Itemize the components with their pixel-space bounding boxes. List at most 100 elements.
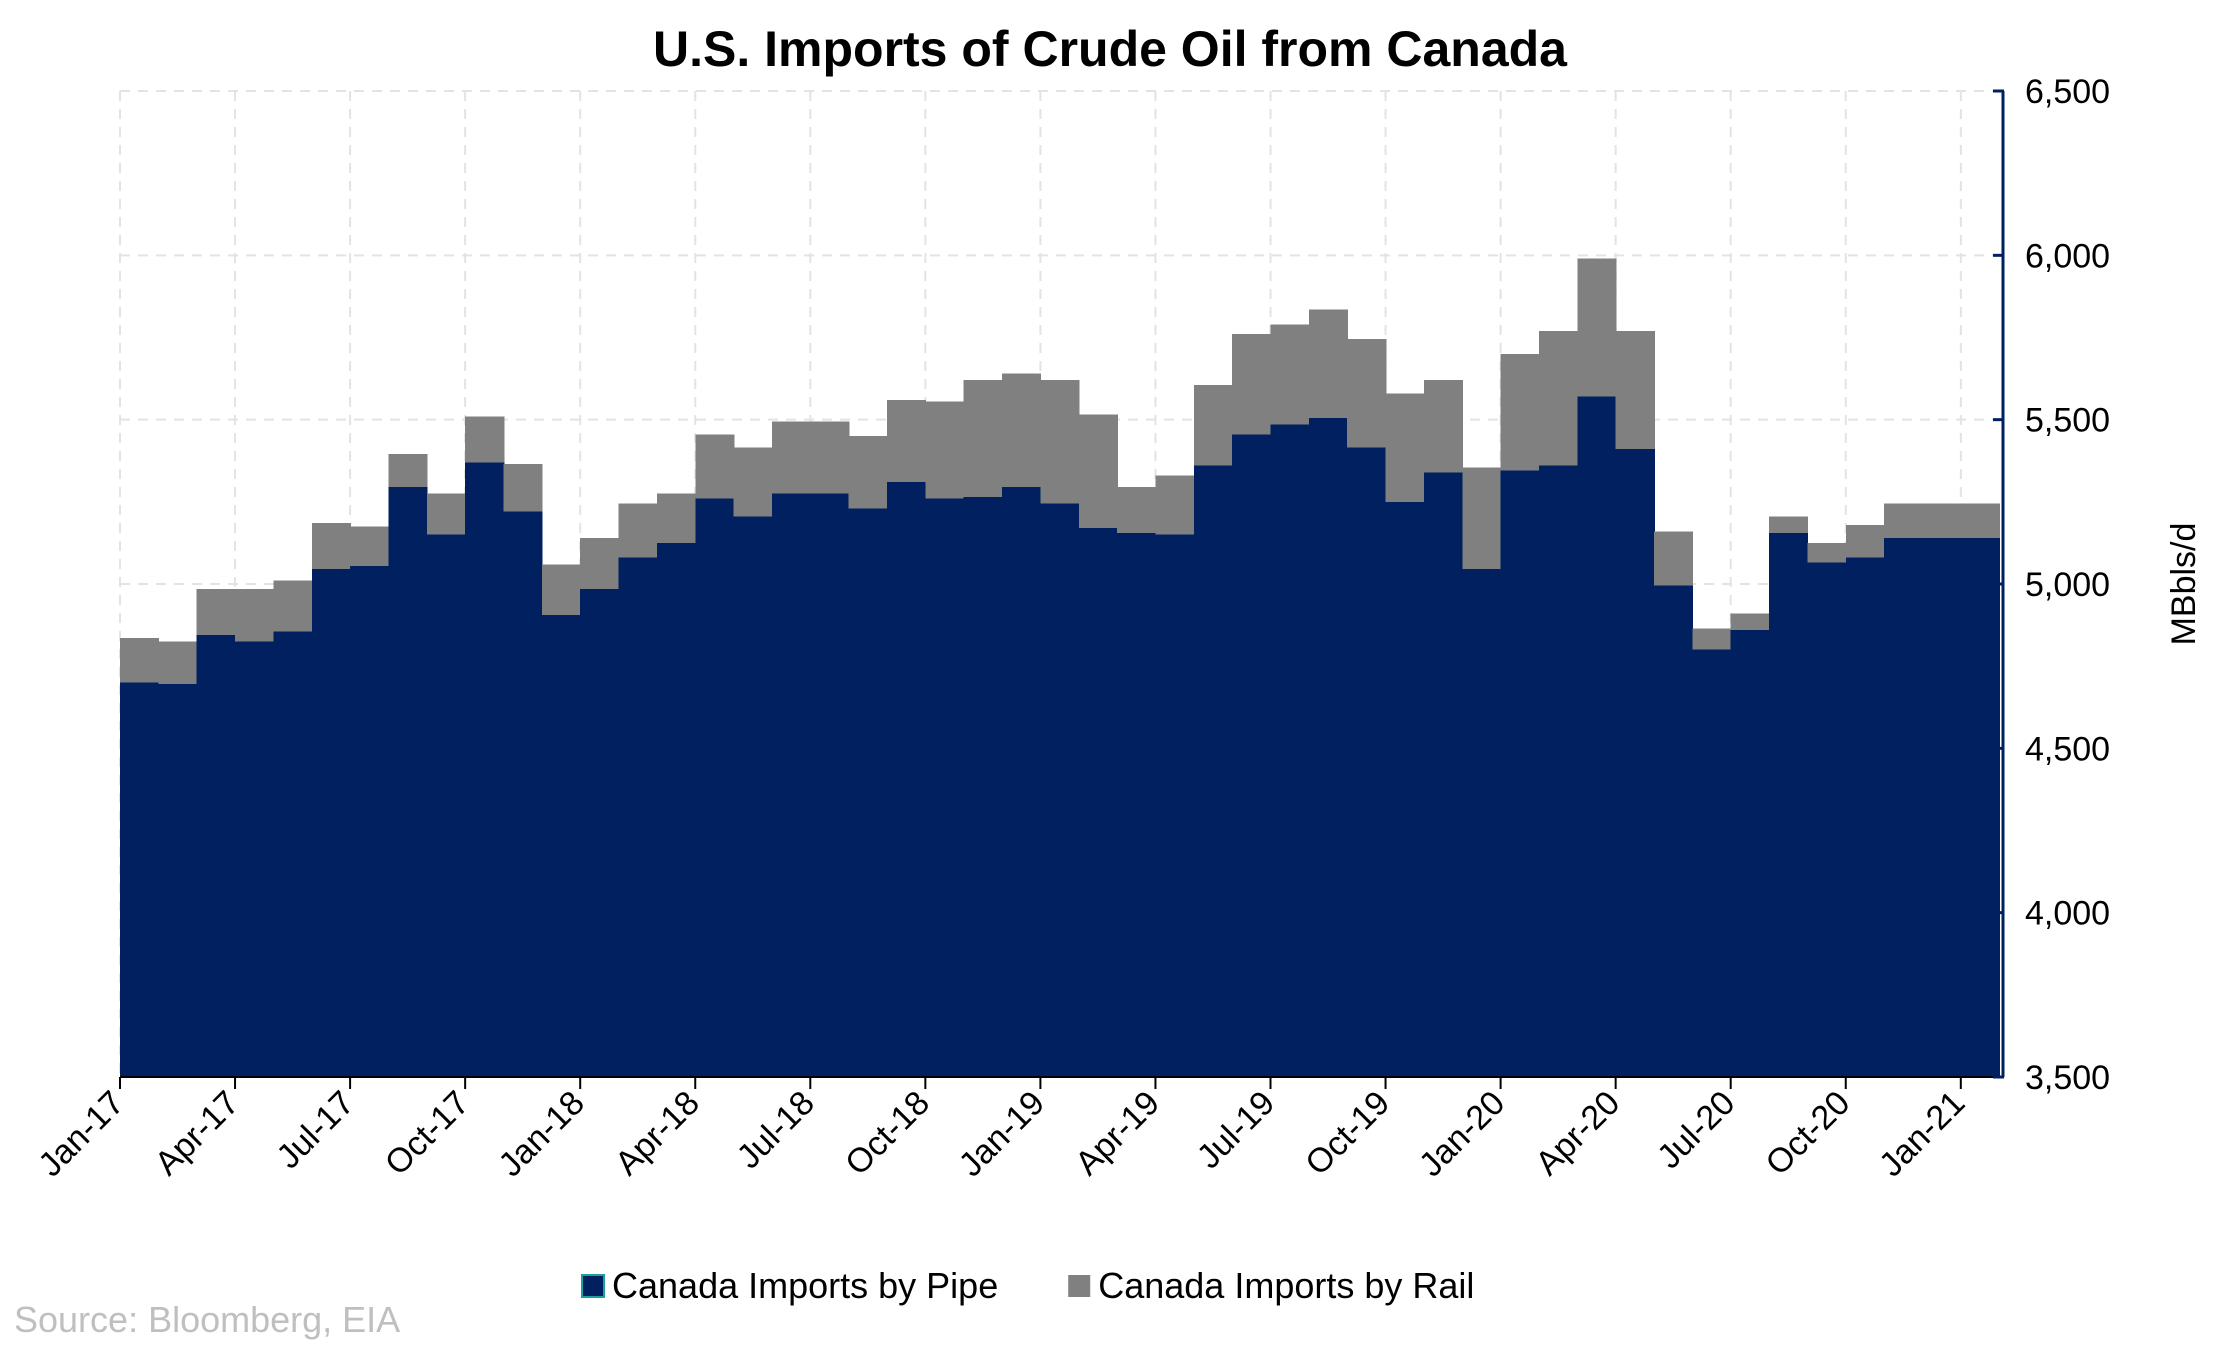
- x-tick-label: Oct-19: [1298, 1084, 1397, 1183]
- area-step: [848, 436, 888, 509]
- chart-title: U.S. Imports of Crude Oil from Canada: [653, 21, 1568, 77]
- area-step: [1462, 569, 1502, 1077]
- y-tick-label: 4,500: [2025, 730, 2110, 768]
- area-step: [1270, 424, 1310, 1077]
- x-tick-label: Apr-20: [1528, 1084, 1627, 1183]
- area-step: [1155, 475, 1195, 535]
- area-step: [120, 682, 160, 1077]
- x-tick-label: Apr-17: [148, 1084, 247, 1183]
- area-step: [810, 493, 850, 1077]
- area-step: [1922, 503, 1962, 538]
- area-step: [1270, 324, 1310, 425]
- x-tick-label: Oct-18: [838, 1084, 937, 1183]
- area-step: [1615, 330, 1655, 450]
- area-step: [925, 498, 965, 1078]
- area-step: [1385, 393, 1425, 502]
- area-step: [656, 542, 697, 1077]
- area-step: [1347, 339, 1387, 448]
- area-step: [465, 416, 505, 463]
- area-step: [1500, 353, 1540, 471]
- source-note: Source: Bloomberg, EIA: [14, 1299, 400, 1340]
- area-step: [235, 641, 275, 1077]
- area-step: [1078, 414, 1118, 529]
- x-tick-label: Oct-20: [1758, 1084, 1857, 1183]
- area-step: [1960, 503, 2000, 538]
- x-tick-label: Jan-18: [491, 1084, 591, 1184]
- area-step: [1308, 309, 1348, 419]
- x-tick-label: Jan-21: [1872, 1084, 1972, 1184]
- area-step: [1730, 630, 1770, 1077]
- area-step: [158, 684, 198, 1077]
- area-step: [1462, 467, 1502, 570]
- area-step: [426, 493, 466, 535]
- area-step: [1002, 487, 1042, 1077]
- y-tick-label: 4,000: [2025, 895, 2110, 933]
- area-step: [1615, 449, 1655, 1077]
- x-tick-label: Jan-20: [1412, 1084, 1512, 1184]
- y-tick-label: 6,500: [2025, 73, 2110, 111]
- area-step: [1538, 330, 1579, 466]
- area-step: [541, 564, 581, 616]
- area-step: [388, 454, 428, 488]
- area-step: [1538, 465, 1579, 1077]
- area-step: [925, 401, 965, 499]
- area-step: [235, 588, 275, 642]
- x-tick-label: Jan-17: [31, 1084, 131, 1184]
- area-step: [1232, 334, 1272, 435]
- area-step: [695, 434, 735, 499]
- area-step: [273, 631, 313, 1077]
- area-step: [1654, 585, 1694, 1077]
- area-step: [158, 641, 198, 685]
- area-step: [810, 421, 850, 494]
- area-step: [1193, 385, 1233, 466]
- area-step: [1807, 562, 1847, 1077]
- legend-swatch: [581, 1274, 605, 1298]
- area-step: [1692, 628, 1732, 650]
- legend-label: Canada Imports by Pipe: [612, 1265, 998, 1306]
- y-tick-label: 3,500: [2025, 1059, 2110, 1097]
- area-step: [656, 493, 697, 543]
- area-step: [311, 569, 351, 1077]
- area-step: [618, 557, 658, 1077]
- x-tick-label: Jul-20: [1650, 1084, 1742, 1176]
- area-step: [503, 511, 543, 1077]
- area-step: [1423, 380, 1464, 473]
- area-step: [1730, 613, 1770, 631]
- area-step: [1845, 524, 1885, 558]
- area-step: [541, 615, 581, 1077]
- area-step: [733, 516, 773, 1077]
- area-step: [887, 482, 927, 1077]
- area-step: [963, 380, 1003, 497]
- y-tick-label: 5,500: [2025, 402, 2110, 440]
- area-step: [1155, 534, 1195, 1077]
- area-step: [1577, 396, 1617, 1077]
- area-step: [695, 498, 735, 1078]
- x-tick-label: Jul-17: [269, 1084, 361, 1176]
- area-step: [1040, 503, 1080, 1077]
- area-step: [196, 634, 236, 1077]
- area-step: [771, 493, 812, 1077]
- area-step: [1193, 465, 1233, 1077]
- x-tick-label: Jul-18: [730, 1084, 822, 1176]
- area-step: [388, 487, 428, 1077]
- area-step: [273, 580, 313, 632]
- area-step: [1423, 472, 1464, 1078]
- x-tick-label: Apr-19: [1068, 1084, 1167, 1183]
- area-step: [1884, 537, 1924, 1077]
- area-step: [1577, 258, 1617, 397]
- area-step: [120, 638, 160, 683]
- area-step: [848, 508, 888, 1077]
- area-step: [1654, 531, 1694, 586]
- area-step: [1769, 516, 1809, 534]
- y-tick-label: 5,000: [2025, 566, 2110, 604]
- legend-swatch: [1068, 1275, 1091, 1297]
- area-step: [580, 588, 620, 1077]
- area-step: [1884, 503, 1924, 538]
- legend-label: Canada Imports by Rail: [1098, 1265, 1474, 1306]
- x-tick-label: Apr-18: [608, 1084, 707, 1183]
- area-step: [1117, 533, 1157, 1077]
- area-step: [1308, 418, 1348, 1078]
- area-step: [1385, 501, 1425, 1077]
